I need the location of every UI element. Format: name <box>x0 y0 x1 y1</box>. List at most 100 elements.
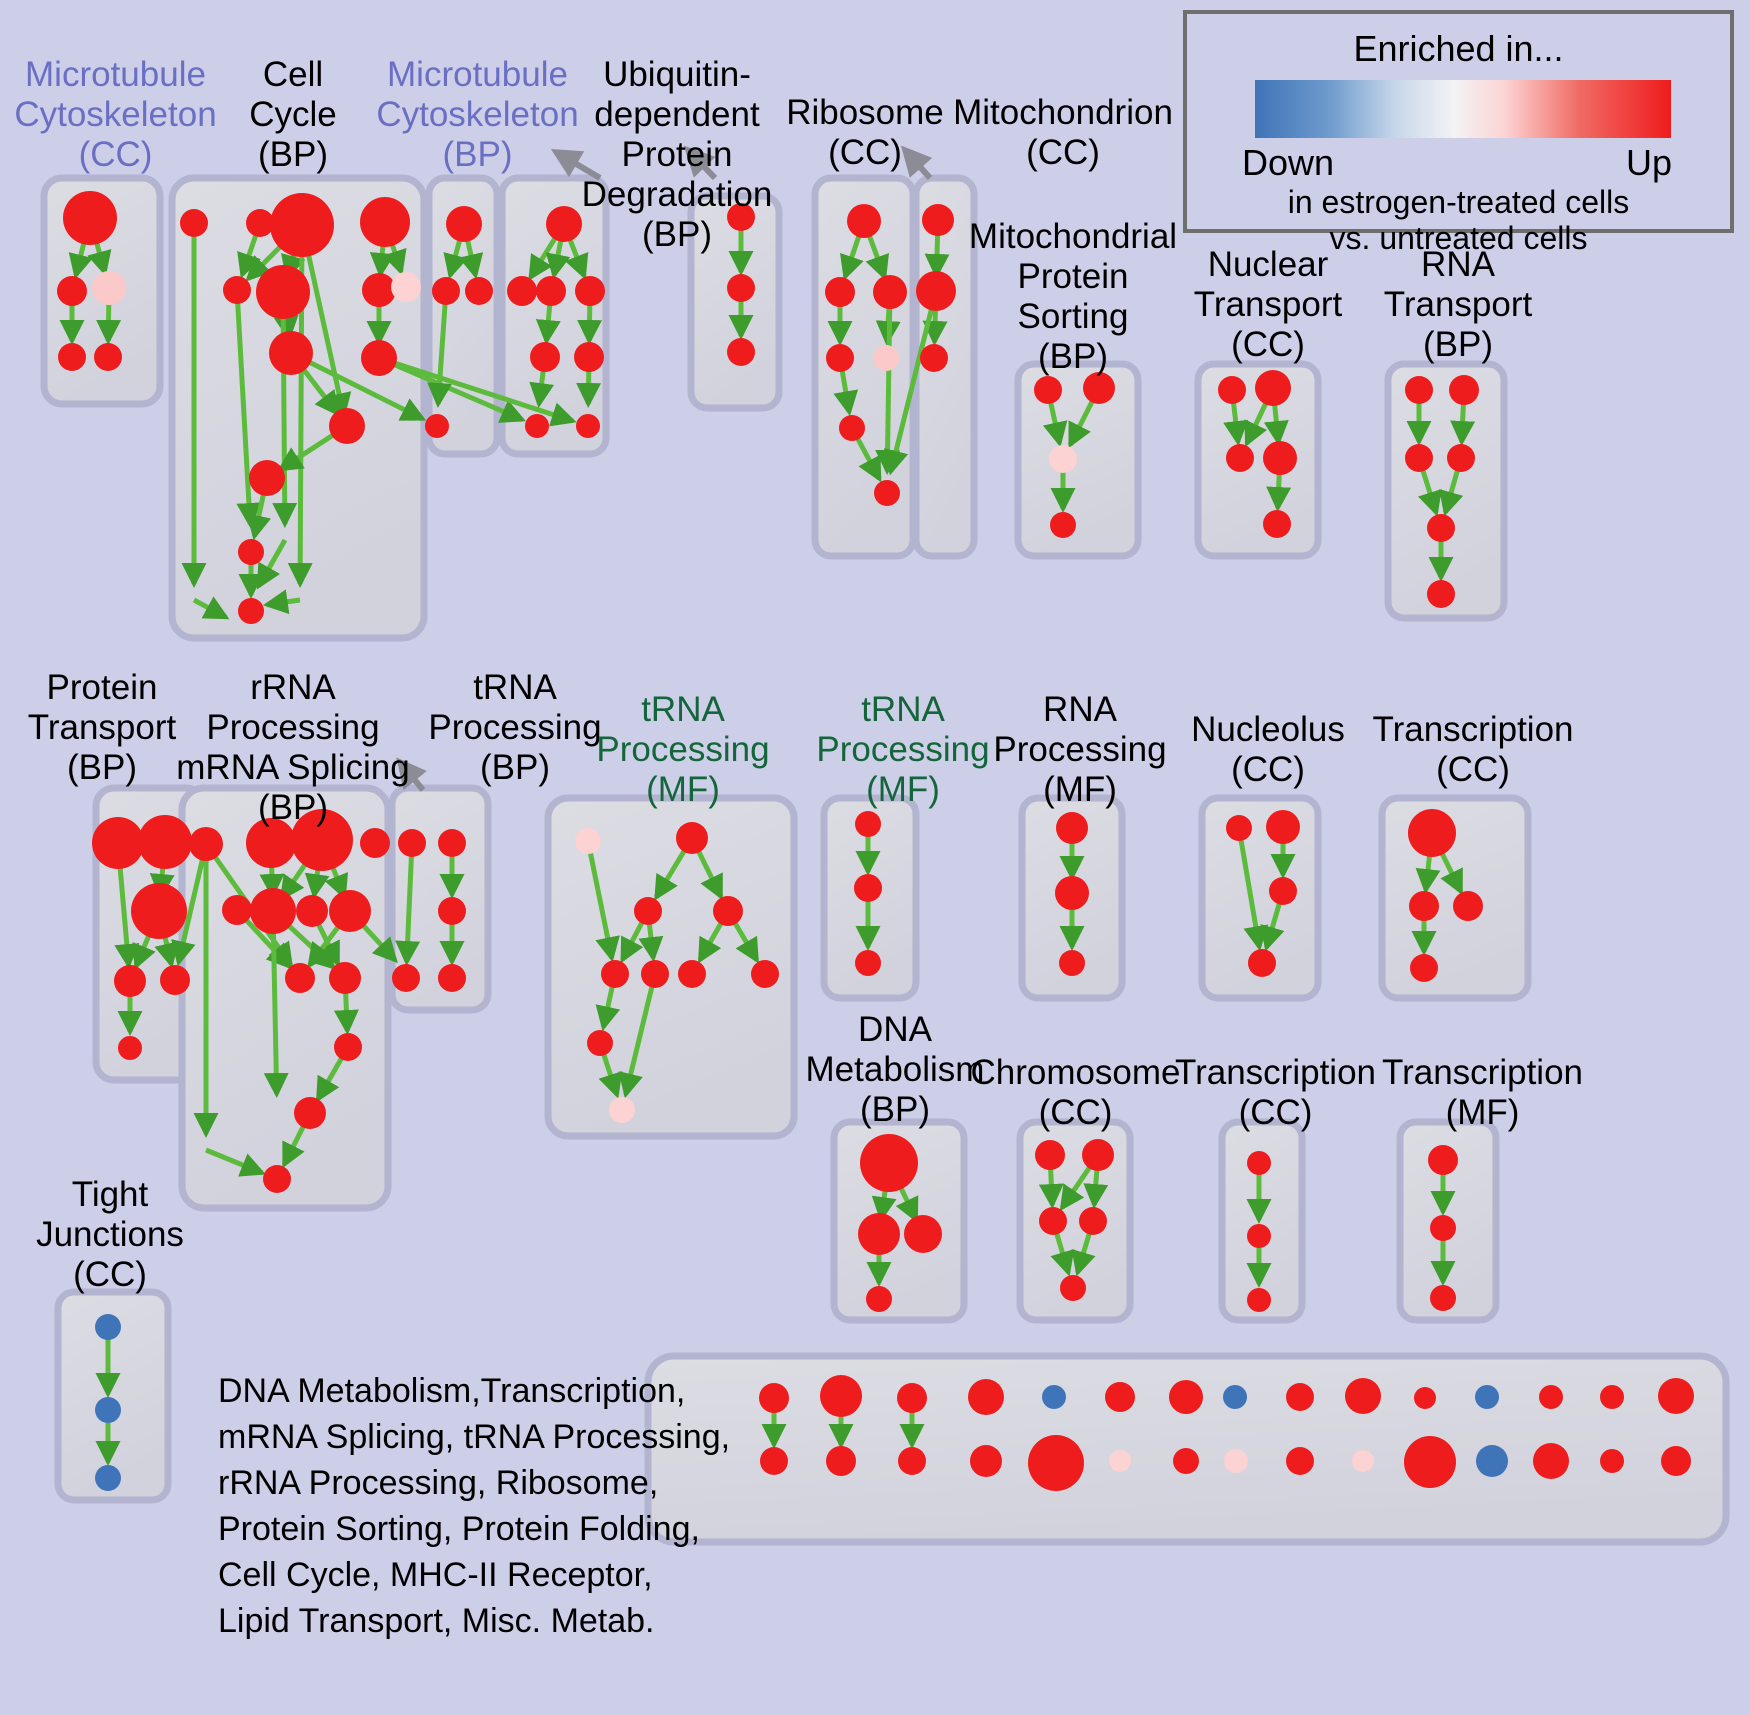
node-ubiquitin-left <box>576 414 600 438</box>
cluster-box-mito-protein-sorting <box>1014 360 1142 560</box>
cluster-label-ribosome-cc: Ribosome (CC) <box>786 93 944 172</box>
node-trna-mf-2 <box>854 874 882 902</box>
node-chromosome <box>1035 1140 1065 1170</box>
edge <box>585 840 620 963</box>
node-misc-wide <box>1661 1446 1691 1476</box>
node-trna-bp <box>438 897 466 925</box>
node-nuclear-transport <box>1218 376 1246 404</box>
node-cell-cycle <box>246 209 274 237</box>
node-cell-cycle <box>361 340 397 376</box>
node-transcription-mf-b <box>1430 1285 1456 1311</box>
node-misc-wide <box>898 1447 926 1475</box>
node-trna-bp <box>398 829 426 857</box>
node-misc-wide <box>1105 1382 1135 1412</box>
node-mitochondrion <box>922 204 954 236</box>
cluster-label-dna-metabolism-bp: DNA Metabolism (BP) <box>805 1010 985 1129</box>
node-misc-wide <box>1475 1385 1499 1409</box>
node-trna-mf-1 <box>676 822 708 854</box>
node-protein-transport <box>160 965 190 995</box>
node-rna-processing-mf <box>1056 812 1088 844</box>
edge <box>234 289 262 529</box>
node-trna-mf-1 <box>634 897 662 925</box>
node-transcription-cc-a <box>1410 954 1438 982</box>
cluster-label-trna-processing-bp: tRNA Processing (BP) <box>428 668 602 787</box>
legend-up-label: Up <box>1625 142 1672 183</box>
cluster-label-transcription-mf: Transcription (MF) <box>1382 1053 1583 1132</box>
node-ribosome <box>825 277 855 307</box>
node-chromosome <box>1039 1207 1067 1235</box>
cluster-label-cell-cycle-bp: Cell Cycle (BP) <box>249 55 337 174</box>
node-cell-cycle <box>238 539 264 565</box>
node-misc-wide <box>1286 1383 1314 1411</box>
node-mito-protein-sorting <box>1034 376 1062 404</box>
node-tight-junctions <box>95 1314 121 1340</box>
cluster-label-tight-junctions-cc: Tight Junctions (CC) <box>36 1175 184 1294</box>
node-microtubule-bp <box>432 277 460 305</box>
edge <box>1236 827 1269 952</box>
node-protein-transport <box>114 965 146 997</box>
legend-down-label: Down <box>1242 142 1335 183</box>
node-nuclear-transport <box>1226 444 1254 472</box>
nodes <box>57 191 1694 1491</box>
edge <box>263 910 289 1099</box>
edge <box>883 290 939 476</box>
edge <box>262 589 301 615</box>
node-cell-cycle <box>180 209 208 237</box>
node-mitochondrion <box>920 344 948 372</box>
node-dna-metabolism <box>904 1215 942 1253</box>
node-transcription-cc-a <box>1408 809 1456 857</box>
node-ribosome <box>847 204 881 238</box>
node-trna-mf-1 <box>609 1097 635 1123</box>
node-cell-cycle <box>270 193 334 257</box>
node-transcription-mf-b <box>1428 1145 1458 1175</box>
cluster-label-transcription-cc-2: Transcription (CC) <box>1175 1053 1376 1132</box>
node-microtubule-cc <box>92 271 126 305</box>
edge <box>289 350 427 422</box>
node-mito-protein-sorting <box>1049 445 1077 473</box>
node-misc-wide <box>1476 1445 1508 1477</box>
node-cell-cycle <box>329 408 365 444</box>
cluster-label-mitochondrion-cc: Mitochondrion (CC) <box>953 93 1173 172</box>
node-misc-wide <box>826 1446 856 1476</box>
node-ubiquitin-left <box>574 342 604 372</box>
node-mitochondrion <box>916 271 956 311</box>
node-dna-metabolism <box>858 1213 900 1255</box>
node-rrna-mrna <box>294 1097 326 1129</box>
node-ribosome <box>826 344 854 372</box>
node-misc-wide <box>1042 1385 1066 1409</box>
node-rrna-mrna <box>291 809 353 871</box>
node-misc-wide <box>897 1383 927 1413</box>
node-cell-cycle <box>249 460 285 496</box>
node-rrna-mrna <box>296 895 328 927</box>
edge <box>171 843 209 967</box>
edge <box>205 1147 266 1177</box>
node-misc-wide <box>1028 1435 1084 1491</box>
node-trna-mf-2 <box>855 950 881 976</box>
node-misc-wide <box>970 1445 1002 1477</box>
node-cell-cycle <box>362 273 396 307</box>
node-chromosome <box>1060 1275 1086 1301</box>
node-misc-wide <box>820 1375 862 1417</box>
node-rrna-mrna <box>329 962 361 994</box>
node-trna-bp <box>438 964 466 992</box>
node-chromosome <box>1079 1207 1107 1235</box>
node-transcription-cc-a <box>1453 891 1483 921</box>
node-ribosome <box>873 275 907 309</box>
node-dna-metabolism <box>866 1286 892 1312</box>
node-misc-wide <box>1169 1380 1203 1414</box>
node-microtubule-cc <box>57 276 87 306</box>
node-mito-protein-sorting <box>1083 372 1115 404</box>
node-trna-mf-1 <box>641 960 669 988</box>
node-trna-mf-1 <box>678 960 706 988</box>
node-ubiquitin-left <box>530 342 560 372</box>
cluster-label-chromosome-cc: Chromosome (CC) <box>970 1053 1181 1132</box>
node-cell-cycle <box>269 331 313 375</box>
node-ribosome <box>874 480 900 506</box>
cluster-label-rna-processing-mf: RNA Processing (MF) <box>993 690 1167 809</box>
cluster-box-rna-transport <box>1384 360 1508 622</box>
node-misc-wide <box>1404 1436 1456 1488</box>
node-ubiquitin-right <box>727 203 755 231</box>
node-transcription-cc-b <box>1247 1151 1271 1175</box>
node-nuclear-transport <box>1263 441 1297 475</box>
edge <box>875 291 901 476</box>
